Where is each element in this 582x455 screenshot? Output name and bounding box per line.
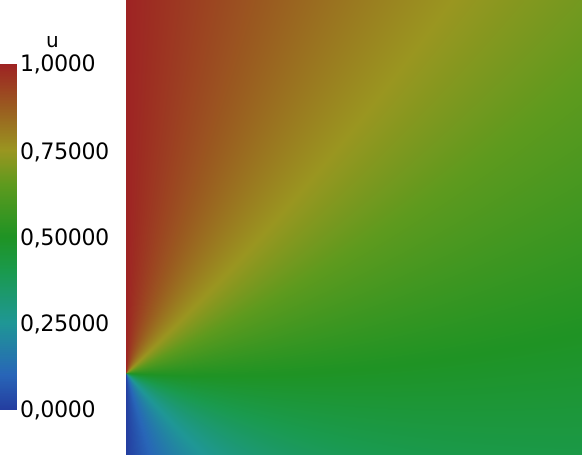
colorbar-tick-min: 0,0000	[20, 398, 96, 423]
colorbar-tick-max: 1,0000	[20, 52, 96, 77]
colorbar-tick-050: 0,50000	[20, 226, 109, 251]
field-plot-viewport[interactable]	[126, 0, 582, 455]
colorbar-tick-025: 0,25000	[20, 312, 109, 337]
colorbar-title: u	[46, 28, 59, 52]
colorbar-gradient	[0, 64, 17, 410]
scalar-field-rendering	[126, 0, 582, 455]
colorbar-tick-075: 0,75000	[20, 140, 109, 165]
